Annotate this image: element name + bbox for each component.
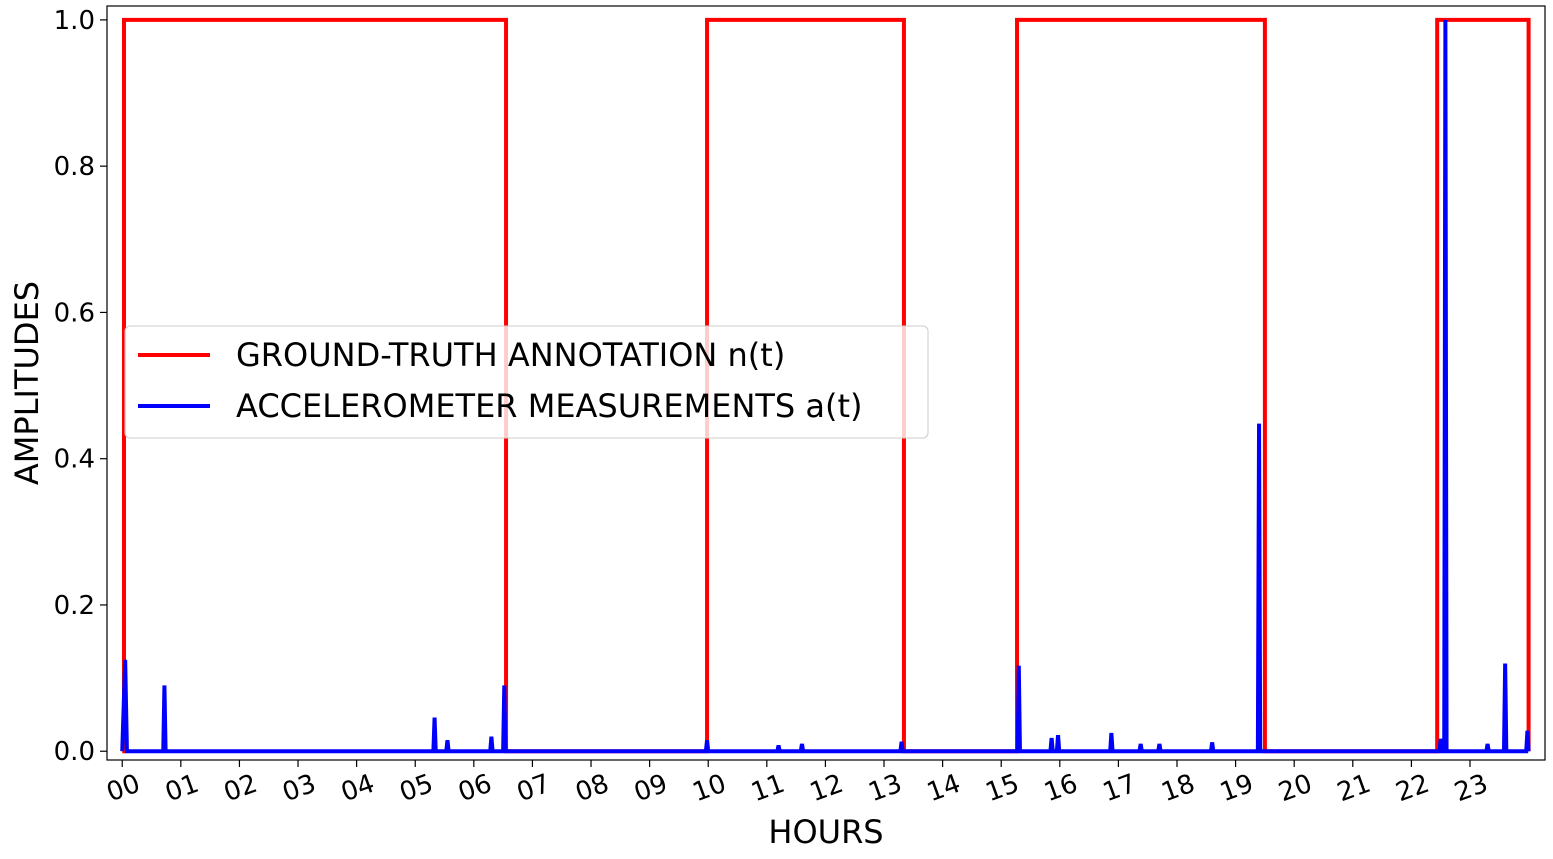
y-tick-label: 0.4 <box>54 445 95 475</box>
y-tick-label: 0.2 <box>54 591 95 621</box>
x-tick-label: 16 <box>1040 769 1081 809</box>
y-tick-label: 0.0 <box>54 737 95 767</box>
x-tick-label: 21 <box>1333 769 1374 809</box>
x-tick-label: 19 <box>1216 769 1257 809</box>
legend-box <box>124 325 929 439</box>
x-tick-label: 10 <box>689 769 730 809</box>
x-tick-label: 09 <box>630 769 671 809</box>
y-tick-label: 0.8 <box>54 152 95 182</box>
x-tick-label: 08 <box>572 769 613 809</box>
x-tick-label: 20 <box>1275 769 1316 809</box>
legend-label: ACCELEROMETER MEASUREMENTS a(t) <box>236 387 863 425</box>
x-tick-label: 03 <box>279 769 320 809</box>
x-tick-label: 01 <box>161 769 202 809</box>
x-tick-label: 02 <box>220 769 261 809</box>
x-tick-label: 18 <box>1158 769 1199 809</box>
x-tick-label: 04 <box>337 769 378 809</box>
x-tick-label: 07 <box>513 769 554 809</box>
x-tick-label: 00 <box>103 769 144 809</box>
legend-label: GROUND-TRUTH ANNOTATION n(t) <box>236 336 785 374</box>
x-tick-label: 17 <box>1099 769 1140 809</box>
x-axis-label: HOURS <box>768 813 883 851</box>
x-tick-label: 22 <box>1392 769 1433 809</box>
x-tick-label: 13 <box>865 769 906 809</box>
y-tick-label: 1.0 <box>54 6 95 36</box>
x-tick-label: 12 <box>806 769 847 809</box>
y-axis-label: AMPLITUDES <box>8 281 46 485</box>
x-tick-label: 23 <box>1451 769 1492 809</box>
y-tick-label: 0.6 <box>54 298 95 328</box>
x-tick-label: 06 <box>454 769 495 809</box>
x-tick-label: 11 <box>747 769 788 809</box>
x-tick-label: 05 <box>396 769 437 809</box>
x-tick-label: 14 <box>923 769 964 809</box>
x-tick-label: 15 <box>982 769 1023 809</box>
series-line <box>120 19 1531 754</box>
